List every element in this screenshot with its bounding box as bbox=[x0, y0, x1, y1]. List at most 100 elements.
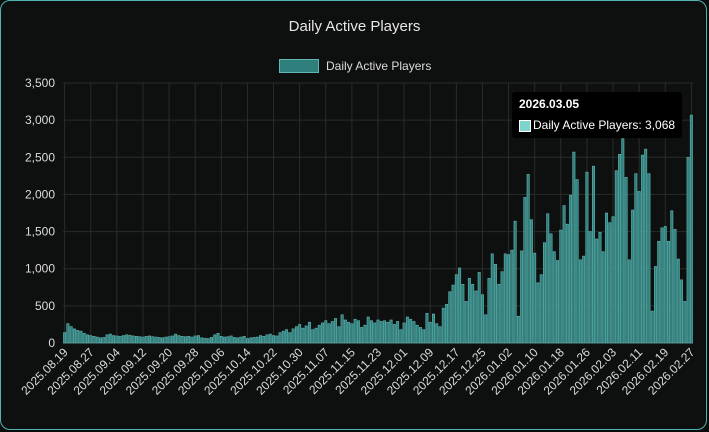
bar[interactable] bbox=[539, 274, 543, 344]
bar[interactable] bbox=[458, 267, 462, 344]
bar[interactable] bbox=[454, 274, 458, 344]
bar[interactable] bbox=[536, 282, 540, 344]
bar[interactable] bbox=[650, 310, 654, 344]
legend[interactable]: Daily Active Players bbox=[279, 59, 431, 73]
bar[interactable] bbox=[683, 301, 687, 344]
bar[interactable] bbox=[582, 255, 586, 344]
bar[interactable] bbox=[134, 336, 138, 344]
bar[interactable] bbox=[660, 227, 664, 344]
bar[interactable] bbox=[324, 320, 328, 344]
bar[interactable] bbox=[151, 336, 155, 344]
bar[interactable] bbox=[118, 336, 122, 344]
bar[interactable] bbox=[131, 335, 135, 344]
bar[interactable] bbox=[510, 249, 514, 344]
bar[interactable] bbox=[363, 324, 367, 344]
bar[interactable] bbox=[621, 138, 625, 344]
bar[interactable] bbox=[281, 330, 285, 344]
bar[interactable] bbox=[523, 197, 527, 344]
bar[interactable] bbox=[598, 232, 602, 344]
bar[interactable] bbox=[480, 294, 484, 344]
bar[interactable] bbox=[686, 156, 690, 344]
bar[interactable] bbox=[219, 336, 223, 344]
bar[interactable] bbox=[193, 335, 197, 344]
bar[interactable] bbox=[161, 337, 165, 344]
bar[interactable] bbox=[298, 324, 302, 344]
bar[interactable] bbox=[187, 336, 191, 344]
bar[interactable] bbox=[236, 337, 240, 344]
bar[interactable] bbox=[389, 319, 393, 344]
bar[interactable] bbox=[503, 253, 507, 344]
bar[interactable] bbox=[255, 336, 259, 344]
bar[interactable] bbox=[386, 321, 390, 344]
bar[interactable] bbox=[487, 278, 491, 344]
bar[interactable] bbox=[115, 335, 119, 344]
bar[interactable] bbox=[369, 320, 373, 344]
bar[interactable] bbox=[432, 313, 435, 344]
bar[interactable] bbox=[190, 336, 194, 344]
bar[interactable] bbox=[673, 229, 677, 344]
bar[interactable] bbox=[409, 318, 413, 344]
bar[interactable] bbox=[428, 321, 432, 344]
bar[interactable] bbox=[223, 336, 227, 344]
bar[interactable] bbox=[307, 321, 311, 344]
bar[interactable] bbox=[533, 252, 537, 344]
bar[interactable] bbox=[334, 318, 338, 344]
bar[interactable] bbox=[294, 326, 298, 344]
bar[interactable] bbox=[467, 278, 471, 344]
bar[interactable] bbox=[157, 337, 161, 344]
bar[interactable] bbox=[154, 336, 158, 344]
bar[interactable] bbox=[595, 238, 599, 344]
bar[interactable] bbox=[180, 336, 184, 344]
bar[interactable] bbox=[285, 329, 289, 344]
bar[interactable] bbox=[637, 191, 641, 344]
bar[interactable] bbox=[627, 259, 631, 344]
bar[interactable] bbox=[259, 335, 262, 344]
bar[interactable] bbox=[330, 321, 334, 344]
bar[interactable] bbox=[438, 326, 442, 344]
bar[interactable] bbox=[321, 322, 324, 344]
bar[interactable] bbox=[670, 210, 674, 344]
bar[interactable] bbox=[605, 212, 608, 344]
bar[interactable] bbox=[232, 337, 236, 344]
bar[interactable] bbox=[249, 337, 253, 344]
bar[interactable] bbox=[317, 324, 321, 344]
bar[interactable] bbox=[252, 337, 256, 344]
bar[interactable] bbox=[203, 337, 207, 344]
bar[interactable] bbox=[262, 336, 266, 344]
bar[interactable] bbox=[565, 223, 569, 344]
bar[interactable] bbox=[667, 240, 670, 344]
bar[interactable] bbox=[396, 321, 400, 344]
bar[interactable] bbox=[148, 335, 151, 344]
bar[interactable] bbox=[425, 312, 429, 344]
bar[interactable] bbox=[497, 284, 501, 344]
bar[interactable] bbox=[513, 220, 517, 344]
bar[interactable] bbox=[69, 326, 73, 344]
bar[interactable] bbox=[278, 332, 282, 344]
bar[interactable] bbox=[644, 148, 648, 344]
bar[interactable] bbox=[399, 329, 403, 344]
bar[interactable] bbox=[340, 314, 344, 344]
bar[interactable] bbox=[112, 335, 116, 344]
bar[interactable] bbox=[141, 336, 145, 344]
bar[interactable] bbox=[608, 222, 612, 344]
bar[interactable] bbox=[412, 321, 416, 344]
bar[interactable] bbox=[311, 329, 315, 344]
bar[interactable] bbox=[95, 336, 99, 344]
bar[interactable] bbox=[128, 334, 132, 344]
bar[interactable] bbox=[376, 319, 380, 344]
bar[interactable] bbox=[689, 114, 693, 344]
bar[interactable] bbox=[92, 336, 96, 344]
bar[interactable] bbox=[268, 333, 272, 344]
bar[interactable] bbox=[76, 330, 80, 344]
bar[interactable] bbox=[242, 336, 246, 344]
bar[interactable] bbox=[559, 229, 563, 344]
bar[interactable] bbox=[82, 333, 86, 344]
bar[interactable] bbox=[164, 336, 168, 344]
bar[interactable] bbox=[383, 320, 387, 344]
bar[interactable] bbox=[448, 291, 452, 344]
bar[interactable] bbox=[275, 335, 279, 344]
bar[interactable] bbox=[121, 335, 125, 344]
bar[interactable] bbox=[200, 337, 204, 344]
bar[interactable] bbox=[99, 337, 103, 344]
bar[interactable] bbox=[343, 319, 347, 344]
